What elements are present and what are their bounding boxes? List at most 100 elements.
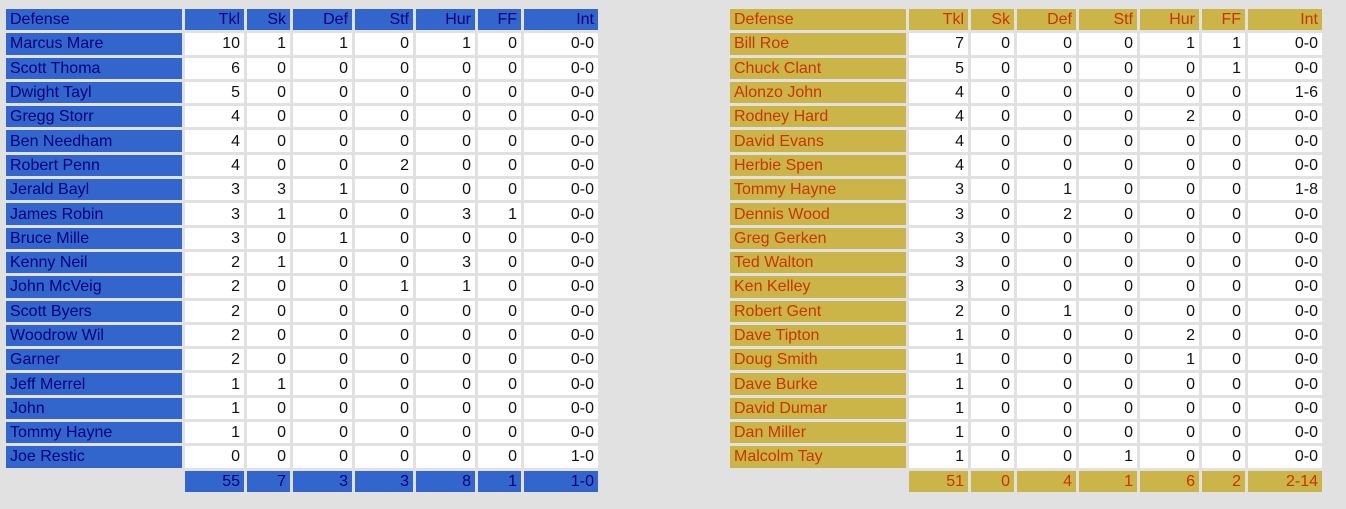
player-row: Robert Gent 2 0 1 0 0 0 0-0 — [730, 300, 1322, 322]
stat-sk: 0 — [971, 251, 1014, 274]
player-name: Scott Byers — [6, 300, 182, 322]
player-name: Ben Needham — [6, 130, 182, 152]
player-row: Malcolm Tay 1 0 0 1 0 0 0-0 — [730, 446, 1322, 468]
stat-stf: 0 — [1079, 422, 1137, 444]
stat-def: 0 — [1017, 446, 1076, 468]
player-row: Dennis Wood 3 0 2 0 0 0 0-0 — [730, 203, 1322, 225]
stat-def: 0 — [1017, 373, 1076, 395]
player-name: Scott Thoma — [6, 57, 182, 79]
stat-ff: 0 — [478, 106, 521, 128]
stat-def: 0 — [293, 81, 352, 104]
stat-def: 0 — [1017, 81, 1076, 104]
header-row: Defense Tkl Sk Def Stf Hur FF Int — [6, 9, 598, 31]
stat-int: 0-0 — [524, 276, 598, 298]
stat-int: 0-0 — [1248, 349, 1322, 371]
stat-ff: 0 — [1202, 179, 1245, 201]
stat-def: 0 — [1017, 33, 1076, 55]
total-stf: 1 — [1079, 470, 1137, 492]
stat-hur: 0 — [416, 397, 475, 420]
stat-tkl: 4 — [185, 130, 244, 152]
player-name: James Robin — [6, 203, 182, 225]
stat-int: 0-0 — [524, 179, 598, 201]
stat-tkl: 2 — [185, 324, 244, 347]
stat-sk: 0 — [247, 349, 290, 371]
stat-tkl: 6 — [185, 57, 244, 79]
stat-def: 1 — [1017, 300, 1076, 322]
player-name: Herbie Spen — [730, 154, 906, 177]
stat-hur: 0 — [416, 324, 475, 347]
stat-int: 0-0 — [1248, 446, 1322, 468]
stat-stf: 0 — [355, 227, 413, 249]
stat-int: 0-0 — [1248, 373, 1322, 395]
stat-sk: 0 — [971, 106, 1014, 128]
player-row: Woodrow Wil 2 0 0 0 0 0 0-0 — [6, 324, 598, 347]
stat-ff: 0 — [1202, 422, 1245, 444]
stat-stf: 0 — [1079, 324, 1137, 347]
stat-def: 0 — [1017, 154, 1076, 177]
stat-hur: 0 — [1140, 446, 1199, 468]
stat-tkl: 3 — [909, 179, 968, 201]
stat-def: 0 — [293, 324, 352, 347]
stat-tkl: 3 — [909, 276, 968, 298]
stat-sk: 0 — [971, 81, 1014, 104]
stat-def: 0 — [293, 300, 352, 322]
stat-stf: 0 — [355, 397, 413, 420]
stat-stf: 0 — [355, 179, 413, 201]
stat-tkl: 1 — [909, 324, 968, 347]
stat-tkl: 10 — [185, 33, 244, 55]
column-header-tkl: Tkl — [909, 9, 968, 31]
player-name: David Evans — [730, 130, 906, 152]
stat-def: 0 — [293, 373, 352, 395]
stat-tkl: 4 — [185, 154, 244, 177]
stat-ff: 0 — [1202, 251, 1245, 274]
stat-hur: 0 — [416, 373, 475, 395]
player-row: Scott Thoma 6 0 0 0 0 0 0-0 — [6, 57, 598, 79]
stat-tkl: 2 — [185, 349, 244, 371]
stat-ff: 0 — [478, 251, 521, 274]
player-name: Alonzo John — [730, 81, 906, 104]
stat-ff: 0 — [478, 300, 521, 322]
stat-ff: 0 — [478, 324, 521, 347]
stat-int: 0-0 — [524, 373, 598, 395]
player-name: Jeff Merrel — [6, 373, 182, 395]
stat-def: 0 — [1017, 324, 1076, 347]
stat-tkl: 5 — [185, 81, 244, 104]
stat-stf: 0 — [1079, 57, 1137, 79]
stat-hur: 0 — [416, 227, 475, 249]
stat-stf: 2 — [355, 154, 413, 177]
stat-def: 0 — [1017, 251, 1076, 274]
stat-int: 0-0 — [1248, 227, 1322, 249]
stat-int: 0-0 — [524, 422, 598, 444]
stat-int: 0-0 — [1248, 57, 1322, 79]
totals-row: 51 0 4 1 6 2 2-14 — [730, 470, 1322, 492]
player-name: Ken Kelley — [730, 276, 906, 298]
stat-int: 0-0 — [524, 300, 598, 322]
stat-sk: 0 — [247, 300, 290, 322]
stat-ff: 0 — [1202, 349, 1245, 371]
stat-stf: 0 — [1079, 276, 1137, 298]
total-ff: 2 — [1202, 470, 1245, 492]
player-name: Chuck Clant — [730, 57, 906, 79]
stat-sk: 0 — [971, 33, 1014, 55]
stat-def: 0 — [293, 154, 352, 177]
totals-spacer — [6, 471, 182, 492]
stat-stf: 0 — [1079, 300, 1137, 322]
player-name: Rodney Hard — [730, 106, 906, 128]
stat-sk: 0 — [971, 300, 1014, 322]
stat-ff: 1 — [1202, 57, 1245, 79]
total-int: 1-0 — [524, 470, 598, 492]
stat-hur: 0 — [416, 349, 475, 371]
stat-hur: 3 — [416, 251, 475, 274]
player-row: Alonzo John 4 0 0 0 0 0 1-6 — [730, 81, 1322, 104]
stat-stf: 0 — [355, 57, 413, 79]
player-name: Dave Burke — [730, 373, 906, 395]
stat-tkl: 1 — [909, 373, 968, 395]
stat-hur: 0 — [1140, 251, 1199, 274]
player-name: Bill Roe — [730, 33, 906, 55]
stat-def: 0 — [293, 106, 352, 128]
stat-int: 1-6 — [1248, 81, 1322, 104]
stat-sk: 0 — [971, 154, 1014, 177]
stat-def: 1 — [293, 179, 352, 201]
player-name: Kenny Neil — [6, 251, 182, 274]
player-name: Malcolm Tay — [730, 446, 906, 468]
